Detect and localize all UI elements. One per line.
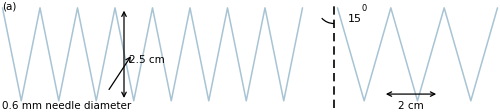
Text: 15: 15 bbox=[348, 14, 362, 24]
Text: (a): (a) bbox=[2, 1, 17, 11]
Text: 0.6 mm needle diameter: 0.6 mm needle diameter bbox=[2, 101, 132, 111]
Text: 0: 0 bbox=[361, 4, 366, 13]
Text: 2 cm: 2 cm bbox=[398, 101, 424, 111]
Text: 2.5 cm: 2.5 cm bbox=[129, 55, 165, 66]
